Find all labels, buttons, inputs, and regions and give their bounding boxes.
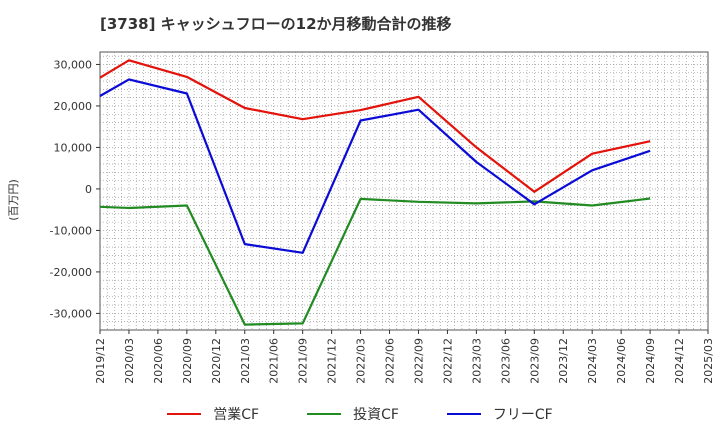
- x-tick-label: 2020/12: [210, 338, 223, 384]
- x-tick-label: 2021/09: [297, 338, 310, 384]
- y-tick-label: -20,000: [50, 266, 92, 279]
- legend-item-investing-cf: 投資CF: [307, 404, 399, 424]
- y-tick-label: -30,000: [50, 307, 92, 320]
- y-tick-label: 10,000: [54, 141, 93, 154]
- y-tick-label: 30,000: [54, 58, 93, 71]
- y-tick-label: -10,000: [50, 224, 92, 237]
- axis-ticks: 30,000 20,000 10,000 0 -10,000 -20,000 -30,000…: [50, 58, 715, 383]
- x-tick-label: 2020/03: [123, 338, 136, 384]
- x-tick-label: 2021/03: [239, 338, 252, 384]
- x-tick-label: 2019/12: [94, 338, 107, 384]
- x-tick-label: 2022/12: [441, 338, 454, 384]
- x-tick-label: 2022/03: [355, 338, 368, 384]
- legend-item-operating-cf: 営業CF: [167, 404, 259, 424]
- y-tick-label: 0: [85, 183, 92, 196]
- line-chart: 30,000 20,000 10,000 0 -10,000 -20,000 -30,000…: [7, 51, 715, 384]
- x-tick-label: 2025/03: [702, 338, 715, 384]
- x-tick-label: 2022/09: [412, 338, 425, 384]
- x-tick-label: 2023/12: [557, 338, 570, 384]
- x-tick-label: 2024/03: [586, 338, 599, 384]
- legend-label-free: フリーCF: [492, 407, 553, 423]
- x-tick-label: 2023/09: [528, 338, 541, 384]
- x-tick-label: 2023/06: [499, 338, 512, 384]
- x-tick-label: 2022/06: [384, 338, 397, 384]
- x-tick-label: 2024/09: [644, 338, 657, 384]
- series-lines: [99, 59, 651, 326]
- y-tick-label: 20,000: [54, 100, 93, 113]
- chart-title: [3738] キャッシュフローの12か月移動合計の推移: [100, 15, 452, 33]
- x-tick-label: 2023/03: [470, 338, 483, 384]
- legend-swatch-free: [446, 413, 481, 415]
- y-axis-label: (百万円): [7, 179, 20, 221]
- legend-label-investing: 投資CF: [353, 407, 399, 423]
- x-tick-label: 2020/06: [152, 338, 165, 384]
- grid-lines: [100, 52, 708, 330]
- x-tick-label: 2020/09: [181, 338, 194, 384]
- x-tick-label: 2024/12: [673, 338, 686, 384]
- x-tick-label: 2021/12: [326, 338, 339, 384]
- x-tick-label: 2024/06: [615, 338, 628, 384]
- legend-swatch-operating: [167, 413, 202, 415]
- x-tick-label: 2021/06: [268, 338, 281, 384]
- legend-item-free-cf: フリーCF: [446, 404, 553, 424]
- legend-label-operating: 営業CF: [213, 407, 260, 423]
- legend: 営業CF 投資CF フリーCF: [0, 404, 720, 424]
- legend-swatch-investing: [307, 413, 342, 415]
